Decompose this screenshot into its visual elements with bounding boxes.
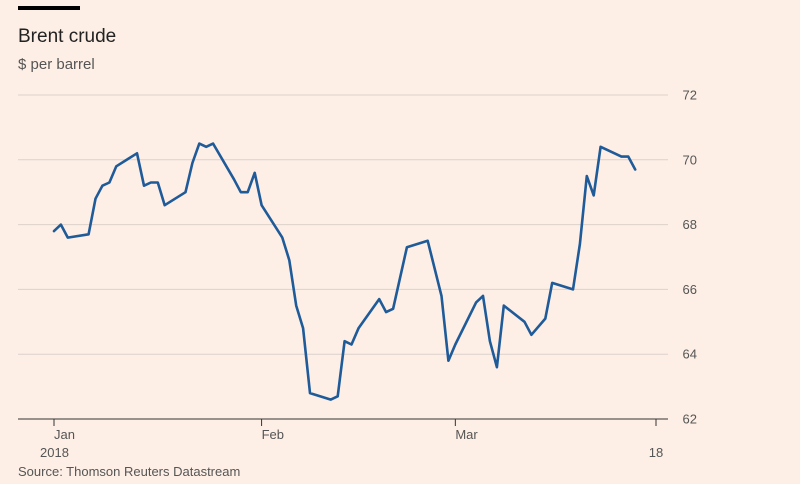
x-tick-sublabel: 18 [649, 445, 663, 460]
grid-lines [18, 94, 668, 355]
series-layer [52, 142, 637, 401]
source-note: Source: Thomson Reuters Datastream [18, 464, 241, 479]
x-tick-label: Mar [455, 427, 478, 442]
y-tick-label: 64 [683, 347, 697, 362]
x-axis: Jan 2018 Feb Mar 18 [18, 418, 668, 460]
series-line-brent [52, 142, 637, 401]
y-tick-label: 62 [683, 412, 697, 427]
chart-plot: 62 64 66 68 70 72 Jan 2018 Feb Mar 18 [18, 88, 697, 460]
chart-title: Brent crude [18, 26, 117, 47]
y-tick-label: 68 [683, 217, 697, 232]
y-tick-label: 70 [683, 152, 697, 167]
y-tick-label: 66 [683, 282, 697, 297]
x-tick-sublabel: 2018 [40, 445, 69, 460]
top-rule [18, 6, 80, 10]
x-tick-label: Jan [54, 427, 75, 442]
chart-subtitle: $ per barrel [18, 56, 95, 73]
y-tick-labels: 62 64 66 68 70 72 [683, 88, 697, 427]
y-tick-label: 72 [683, 88, 697, 103]
x-tick-label: Feb [262, 427, 284, 442]
